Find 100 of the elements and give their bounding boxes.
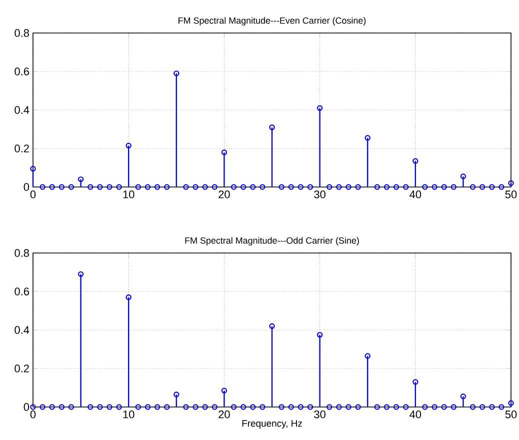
point bbox=[364, 353, 370, 359]
x-tick-label: 20 bbox=[218, 410, 230, 418]
point bbox=[240, 184, 246, 190]
point bbox=[479, 184, 486, 190]
point bbox=[192, 404, 198, 410]
x-tick-label: 30 bbox=[314, 410, 326, 418]
point bbox=[393, 184, 400, 190]
point bbox=[316, 105, 323, 111]
x-tick-label: 0 bbox=[30, 190, 36, 198]
point bbox=[422, 404, 428, 410]
point bbox=[164, 184, 170, 190]
point bbox=[336, 184, 342, 190]
point bbox=[221, 149, 228, 156]
point bbox=[432, 404, 438, 410]
point bbox=[97, 404, 103, 410]
point bbox=[88, 184, 94, 190]
point bbox=[412, 158, 418, 164]
point bbox=[174, 392, 180, 398]
point bbox=[78, 176, 84, 182]
point bbox=[30, 166, 36, 172]
point bbox=[460, 394, 466, 400]
point bbox=[230, 184, 237, 190]
point bbox=[202, 404, 208, 410]
point bbox=[441, 184, 447, 190]
point bbox=[307, 404, 314, 410]
y-tick-label: 0.8 bbox=[14, 249, 29, 257]
point bbox=[116, 184, 122, 190]
y-tick-label: 0 bbox=[24, 403, 30, 411]
point bbox=[278, 404, 284, 410]
point bbox=[183, 404, 189, 410]
point bbox=[68, 404, 74, 410]
point bbox=[240, 404, 246, 410]
point bbox=[298, 184, 304, 190]
point bbox=[49, 404, 55, 410]
point bbox=[40, 184, 46, 190]
point bbox=[68, 184, 74, 190]
point bbox=[336, 404, 342, 410]
point bbox=[106, 184, 112, 190]
point bbox=[460, 174, 466, 180]
point bbox=[489, 404, 495, 410]
chart-title: FM Spectral Magnitude---Even Carrier (Cosine) bbox=[178, 17, 366, 26]
point bbox=[432, 184, 438, 190]
point bbox=[326, 184, 332, 190]
point bbox=[278, 184, 284, 190]
point bbox=[192, 184, 198, 190]
point bbox=[250, 184, 256, 190]
point bbox=[384, 404, 390, 410]
point bbox=[422, 184, 428, 190]
y-tick-label: 0.4 bbox=[14, 106, 30, 114]
point bbox=[58, 184, 65, 190]
point bbox=[403, 184, 409, 190]
point bbox=[298, 404, 304, 410]
point bbox=[126, 294, 132, 300]
point bbox=[221, 388, 228, 394]
point bbox=[230, 404, 237, 410]
y-tick-label: 0.6 bbox=[14, 288, 29, 296]
point bbox=[212, 404, 218, 410]
point bbox=[144, 404, 151, 410]
point bbox=[49, 184, 55, 190]
point bbox=[412, 379, 418, 385]
point bbox=[450, 404, 456, 410]
point bbox=[498, 184, 504, 190]
point bbox=[40, 404, 46, 410]
point bbox=[97, 184, 103, 190]
point bbox=[364, 135, 370, 141]
point bbox=[106, 404, 112, 410]
point bbox=[135, 184, 142, 190]
y-tick-label: 0 bbox=[24, 183, 30, 191]
point bbox=[355, 404, 361, 410]
point bbox=[154, 404, 160, 410]
x-tick-label: 0 bbox=[30, 410, 36, 418]
point bbox=[316, 332, 323, 338]
point bbox=[135, 404, 142, 410]
x-tick-label: 50 bbox=[505, 190, 517, 198]
point bbox=[78, 271, 84, 278]
point bbox=[489, 184, 495, 190]
point bbox=[403, 404, 409, 410]
point bbox=[202, 184, 208, 190]
point bbox=[479, 404, 486, 410]
x-tick-label: 40 bbox=[410, 410, 422, 418]
x-tick-label: 20 bbox=[218, 190, 230, 198]
point bbox=[346, 404, 352, 410]
y-tick-label: 0.8 bbox=[14, 29, 29, 37]
point bbox=[307, 184, 314, 190]
point bbox=[174, 70, 180, 76]
point bbox=[269, 323, 275, 329]
point bbox=[441, 404, 447, 410]
point bbox=[384, 184, 390, 190]
point bbox=[154, 184, 160, 190]
point bbox=[498, 404, 504, 410]
point bbox=[126, 142, 132, 148]
point bbox=[116, 404, 122, 410]
point bbox=[393, 404, 400, 410]
point bbox=[58, 404, 65, 410]
point bbox=[260, 184, 266, 190]
y-tick-label: 0.4 bbox=[14, 326, 30, 334]
point bbox=[288, 404, 294, 410]
x-tick-label: 50 bbox=[505, 410, 517, 418]
x-tick-label: 10 bbox=[123, 410, 134, 418]
point bbox=[183, 184, 189, 190]
